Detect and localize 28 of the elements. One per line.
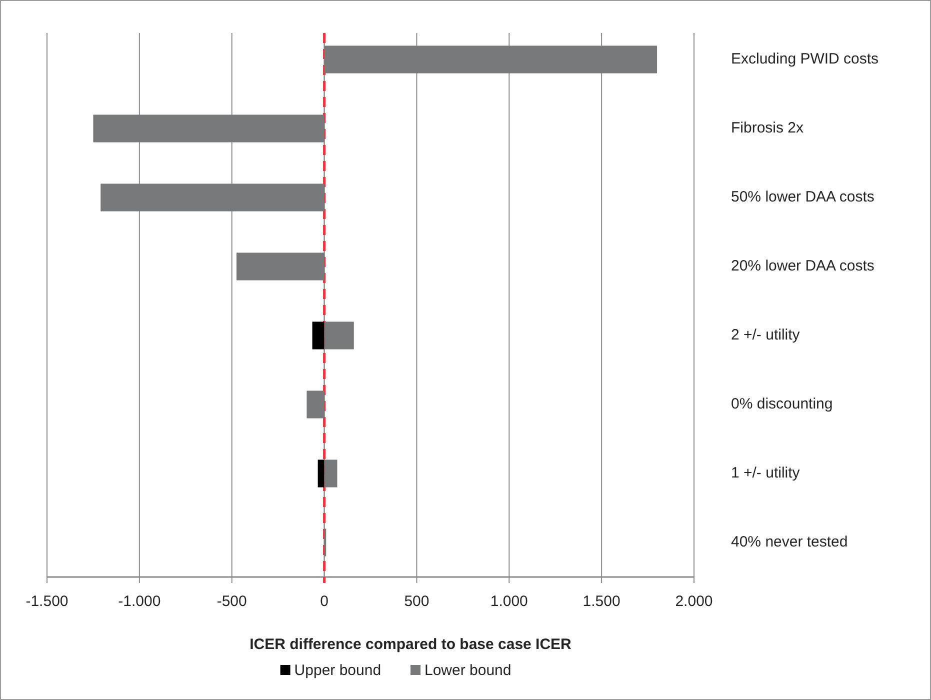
bar	[100, 184, 324, 212]
legend-label: Upper bound	[294, 662, 382, 679]
x-tick-label: 0	[320, 593, 328, 610]
bar	[318, 460, 324, 488]
bar	[93, 114, 324, 142]
bar	[312, 322, 324, 350]
y-tick-label: Fibrosis 2x	[731, 119, 804, 136]
y-tick-label: 1 +/- utility	[731, 464, 800, 482]
bar	[306, 390, 324, 418]
bar	[324, 460, 338, 488]
x-tick-label: 500	[404, 593, 430, 610]
legend-label: Lower bound	[424, 662, 512, 679]
y-tick-label: 40% never tested	[731, 533, 848, 550]
y-tick-label: 2 +/- utility	[731, 326, 800, 344]
x-tick-label: 2.000	[675, 593, 713, 610]
bar	[324, 46, 658, 74]
bar	[324, 322, 354, 350]
x-tick-label: -1.000	[118, 593, 161, 610]
bar	[236, 252, 324, 280]
y-tick-label: 50% lower DAA costs	[731, 188, 874, 206]
x-axis-title: ICER difference compared to base case ICER	[250, 636, 572, 653]
x-tick-label: -500	[216, 593, 247, 610]
y-tick-label: Excluding PWID costs	[731, 50, 879, 68]
y-tick-label: 0% discounting	[731, 395, 833, 412]
x-tick-label: -1.500	[26, 593, 68, 610]
x-tick-label: 1.000	[490, 593, 528, 610]
x-tick-label: 1.500	[582, 593, 620, 610]
y-tick-label: 20% lower DAA costs	[731, 257, 874, 274]
